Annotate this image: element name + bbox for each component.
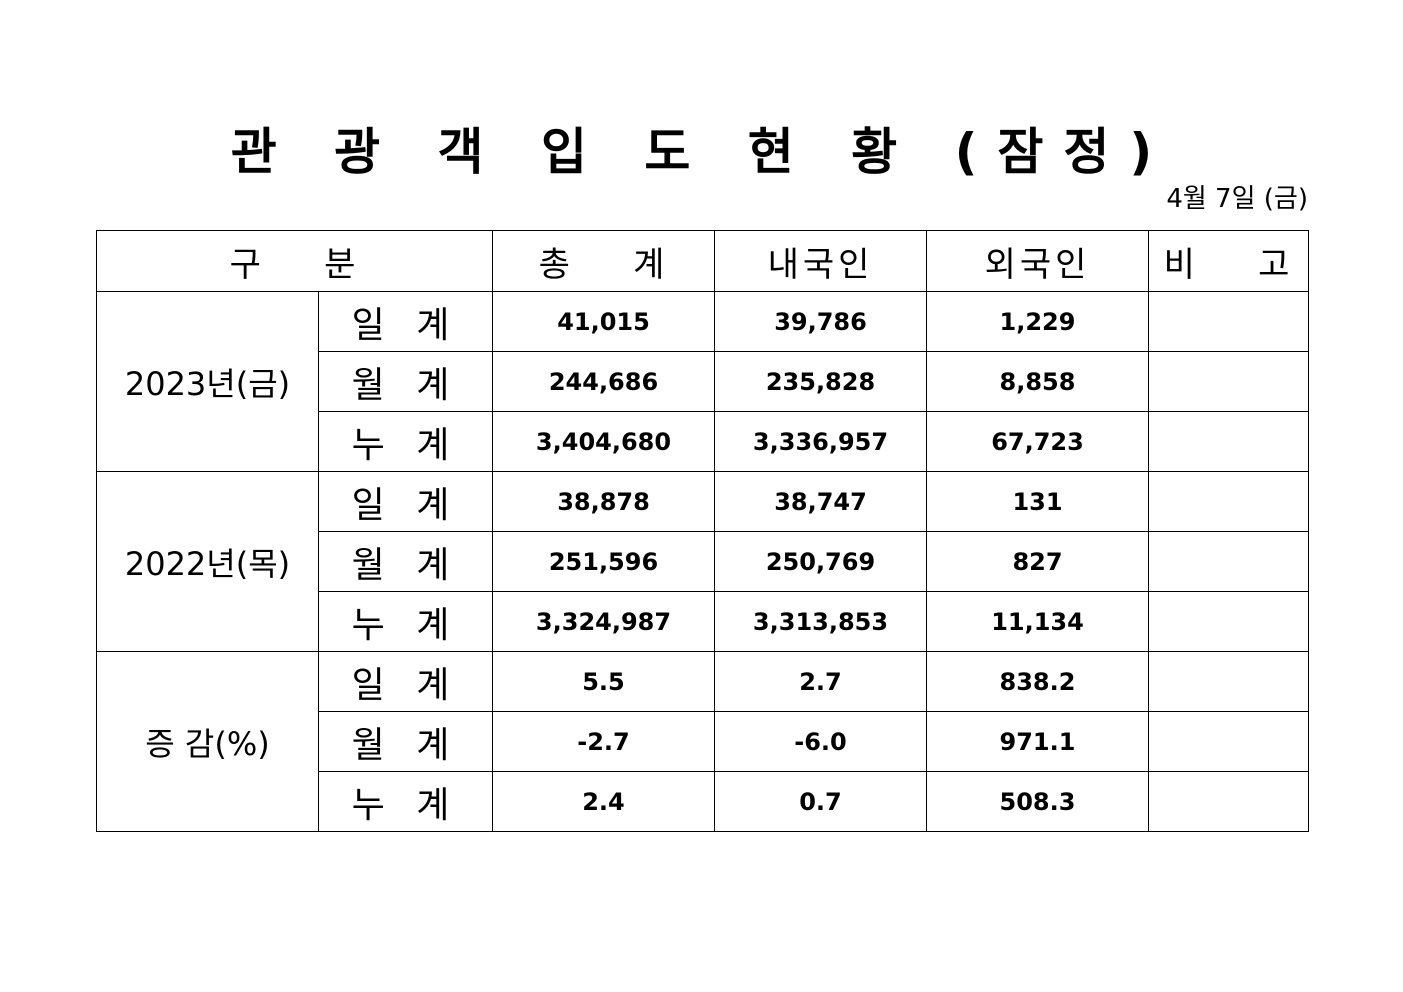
total-cell: -2.7 xyxy=(492,711,715,772)
foreign-cell: 838.2 xyxy=(926,651,1149,712)
header-domestic: 내국인 xyxy=(714,230,927,292)
domestic-cell: 250,769 xyxy=(714,531,927,592)
table-row: 2022년(목) 일 계 38,878 38,747 131 xyxy=(96,471,1309,652)
row-type: 일 계 xyxy=(318,291,493,352)
domestic-cell: 0.7 xyxy=(714,771,927,832)
header-foreign: 외국인 xyxy=(926,230,1149,292)
note-cell xyxy=(1148,291,1309,352)
header-category: 구 분 xyxy=(96,230,493,292)
row-type: 누 계 xyxy=(318,771,493,832)
row-type: 일 계 xyxy=(318,471,493,532)
total-cell: 38,878 xyxy=(492,471,715,532)
total-cell: 3,324,987 xyxy=(492,591,715,652)
table-row: 월 계 -2.7 -6.0 971.1 xyxy=(97,711,1309,772)
domestic-cell: 38,747 xyxy=(714,471,927,532)
group-label: 2023년(금) xyxy=(96,291,319,472)
total-cell: 41,015 xyxy=(492,291,715,352)
note-cell xyxy=(1148,771,1309,832)
row-type: 누 계 xyxy=(318,411,493,472)
header-row: 구 분 총 계 내국인 외국인 비 고 xyxy=(96,230,1309,292)
group-label: 증 감(%) xyxy=(96,651,319,832)
table-row: 누 계 3,404,680 3,336,957 67,723 xyxy=(97,411,1309,472)
report-date: 4월 7일 (금) xyxy=(1166,184,1308,214)
foreign-cell: 508.3 xyxy=(926,771,1149,832)
row-type: 누 계 xyxy=(318,591,493,652)
table-row: 증 감(%) 일 계 5.5 2.7 838.2 xyxy=(96,651,1309,832)
domestic-cell: -6.0 xyxy=(714,711,927,772)
foreign-cell: 11,134 xyxy=(926,591,1149,652)
domestic-cell: 2.7 xyxy=(714,651,927,712)
note-cell xyxy=(1148,711,1309,772)
foreign-cell: 971.1 xyxy=(926,711,1149,772)
domestic-cell: 39,786 xyxy=(714,291,927,352)
note-cell xyxy=(1148,411,1309,472)
table-row: 누 계 3,324,987 3,313,853 11,134 xyxy=(97,591,1309,652)
foreign-cell: 1,229 xyxy=(926,291,1149,352)
domestic-cell: 3,313,853 xyxy=(714,591,927,652)
table-row: 누 계 2.4 0.7 508.3 xyxy=(97,771,1309,832)
header-note: 비 고 xyxy=(1148,230,1309,292)
tourist-table: 구 분 총 계 내국인 외국인 비 고 2023년(금) 일 계 41,015 39,… xyxy=(96,230,1309,832)
note-cell xyxy=(1148,351,1309,412)
domestic-cell: 235,828 xyxy=(714,351,927,412)
note-cell xyxy=(1148,651,1309,712)
foreign-cell: 131 xyxy=(926,471,1149,532)
total-cell: 2.4 xyxy=(492,771,715,832)
foreign-cell: 8,858 xyxy=(926,351,1149,412)
row-type: 월 계 xyxy=(318,351,493,412)
header-total: 총 계 xyxy=(492,230,715,292)
row-type: 월 계 xyxy=(318,711,493,772)
row-type: 일 계 xyxy=(318,651,493,712)
domestic-cell: 3,336,957 xyxy=(714,411,927,472)
row-type: 월 계 xyxy=(318,531,493,592)
total-cell: 251,596 xyxy=(492,531,715,592)
table-row: 월 계 251,596 250,769 827 xyxy=(97,531,1309,592)
foreign-cell: 67,723 xyxy=(926,411,1149,472)
foreign-cell: 827 xyxy=(926,531,1149,592)
table-row: 2023년(금) 일 계 41,015 39,786 1,229 xyxy=(96,291,1309,472)
total-cell: 5.5 xyxy=(492,651,715,712)
note-cell xyxy=(1148,531,1309,592)
note-cell xyxy=(1148,591,1309,652)
total-cell: 3,404,680 xyxy=(492,411,715,472)
note-cell xyxy=(1148,471,1309,532)
group-label: 2022년(목) xyxy=(96,471,319,652)
page-title: 관 광 객 입 도 현 황 (잠정) xyxy=(230,123,1173,181)
total-cell: 244,686 xyxy=(492,351,715,412)
